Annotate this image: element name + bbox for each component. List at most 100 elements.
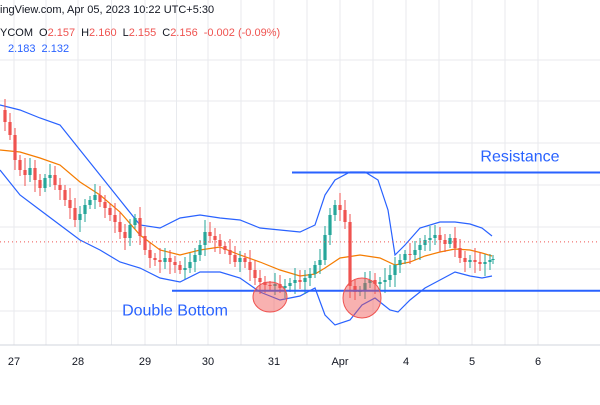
candle-body xyxy=(308,274,312,278)
candle-body xyxy=(228,250,232,255)
ohlc-legend: YCOM O2.157 H2.160 L2.155 C2.156 -0.002 (-0.0… xyxy=(0,27,280,39)
candle-body xyxy=(393,265,397,275)
candle-body xyxy=(133,218,137,225)
candle-body xyxy=(398,260,402,265)
candle-body xyxy=(233,255,237,262)
candle-body xyxy=(373,280,377,284)
candle-body xyxy=(248,262,252,270)
candle-body xyxy=(438,235,442,240)
candle-body xyxy=(58,185,62,190)
candle-body xyxy=(468,260,472,262)
candle-body xyxy=(428,238,432,240)
candle-body xyxy=(78,214,82,220)
candle-body xyxy=(163,258,167,262)
candle-body xyxy=(213,236,217,240)
bollinger-basis-line xyxy=(0,149,493,277)
bollinger-legend: 2.183 2.132 xyxy=(8,43,69,55)
candle-body xyxy=(383,280,387,282)
resistance-label: Resistance xyxy=(480,149,559,166)
candle-body xyxy=(403,254,407,260)
candle-body xyxy=(298,280,302,282)
chart-source-line: ingView.com, Apr 05, 2023 10:22 UTC+5:30 xyxy=(0,4,214,16)
candle-body xyxy=(348,222,352,286)
candle-body xyxy=(203,232,207,245)
candle-body xyxy=(378,282,382,284)
candle-body xyxy=(183,268,187,270)
candle-body xyxy=(478,262,482,264)
high-label: H xyxy=(81,27,90,39)
candle-body xyxy=(491,259,495,260)
candle-body xyxy=(388,275,392,280)
candle-body xyxy=(73,208,77,220)
candle-body xyxy=(458,248,462,258)
candle-body xyxy=(38,180,42,188)
x-tick-label: 27 xyxy=(8,356,20,368)
candle-body xyxy=(463,258,467,262)
close-label: C xyxy=(162,27,171,39)
candle-body xyxy=(28,168,32,175)
candle-body xyxy=(98,195,102,202)
candle-body xyxy=(68,200,72,208)
x-tick-label: 28 xyxy=(72,356,84,368)
candle-body xyxy=(153,258,157,260)
candle-body xyxy=(178,265,182,270)
candle-body xyxy=(413,250,417,255)
bollinger-upper-band xyxy=(0,104,493,257)
candles xyxy=(3,99,495,300)
low-value: 2.155 xyxy=(128,27,157,39)
candle-body xyxy=(433,235,437,238)
candle-body xyxy=(13,135,17,160)
candle-body xyxy=(88,200,92,205)
double-bottom-label: Double Bottom xyxy=(122,303,228,320)
time-axis: 27 28 29 30 31 Apr 4 5 6 xyxy=(0,344,600,368)
candle-body xyxy=(263,282,267,285)
candle-body xyxy=(268,285,272,286)
candle-body xyxy=(193,255,197,262)
x-tick-label: 31 xyxy=(268,356,280,368)
bb-upper-value: 2.183 xyxy=(8,43,36,55)
candle-body xyxy=(43,178,47,188)
x-tick-label: 6 xyxy=(535,356,541,368)
bollinger-lower-band xyxy=(0,169,493,326)
x-tick-label: 30 xyxy=(202,356,214,368)
candle-body xyxy=(363,283,367,290)
x-tick-label: 5 xyxy=(469,356,475,368)
candle-body xyxy=(408,254,412,255)
candle-body xyxy=(448,238,452,244)
candle-body xyxy=(343,210,347,222)
candle-body xyxy=(473,260,477,262)
candle-body xyxy=(138,218,142,236)
candle-body xyxy=(48,175,52,178)
candle-body xyxy=(103,202,107,208)
candle-body xyxy=(283,286,287,288)
candle-body xyxy=(258,278,262,282)
candle-body xyxy=(198,245,202,255)
candle-body xyxy=(18,160,22,170)
candle-body xyxy=(223,246,227,250)
x-tick-label: 4 xyxy=(403,356,409,368)
candle-body xyxy=(318,260,322,265)
candle-body xyxy=(188,262,192,268)
candle-body xyxy=(118,222,122,232)
candle-body xyxy=(278,284,282,288)
candle-body xyxy=(143,236,147,250)
candle-body xyxy=(288,283,292,286)
candle-body xyxy=(333,205,337,215)
candle-body xyxy=(488,260,492,262)
candle-body xyxy=(173,262,177,265)
candle-body xyxy=(53,175,57,185)
change-value: -0.002 (-0.09%) xyxy=(203,27,281,39)
candle-body xyxy=(33,168,37,180)
candle-body xyxy=(368,280,372,283)
candle-body xyxy=(8,122,12,135)
candle-body xyxy=(238,258,242,262)
symbol-label: YCOM xyxy=(0,27,33,39)
low-label: L xyxy=(122,27,129,39)
candle-body xyxy=(423,240,427,245)
candle-body xyxy=(83,205,87,214)
candle-body xyxy=(353,286,357,292)
candle-body xyxy=(168,258,172,262)
candle-body xyxy=(148,250,152,258)
